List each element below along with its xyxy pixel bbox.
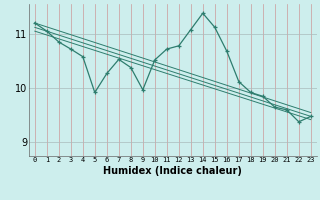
X-axis label: Humidex (Indice chaleur): Humidex (Indice chaleur) xyxy=(103,166,242,176)
